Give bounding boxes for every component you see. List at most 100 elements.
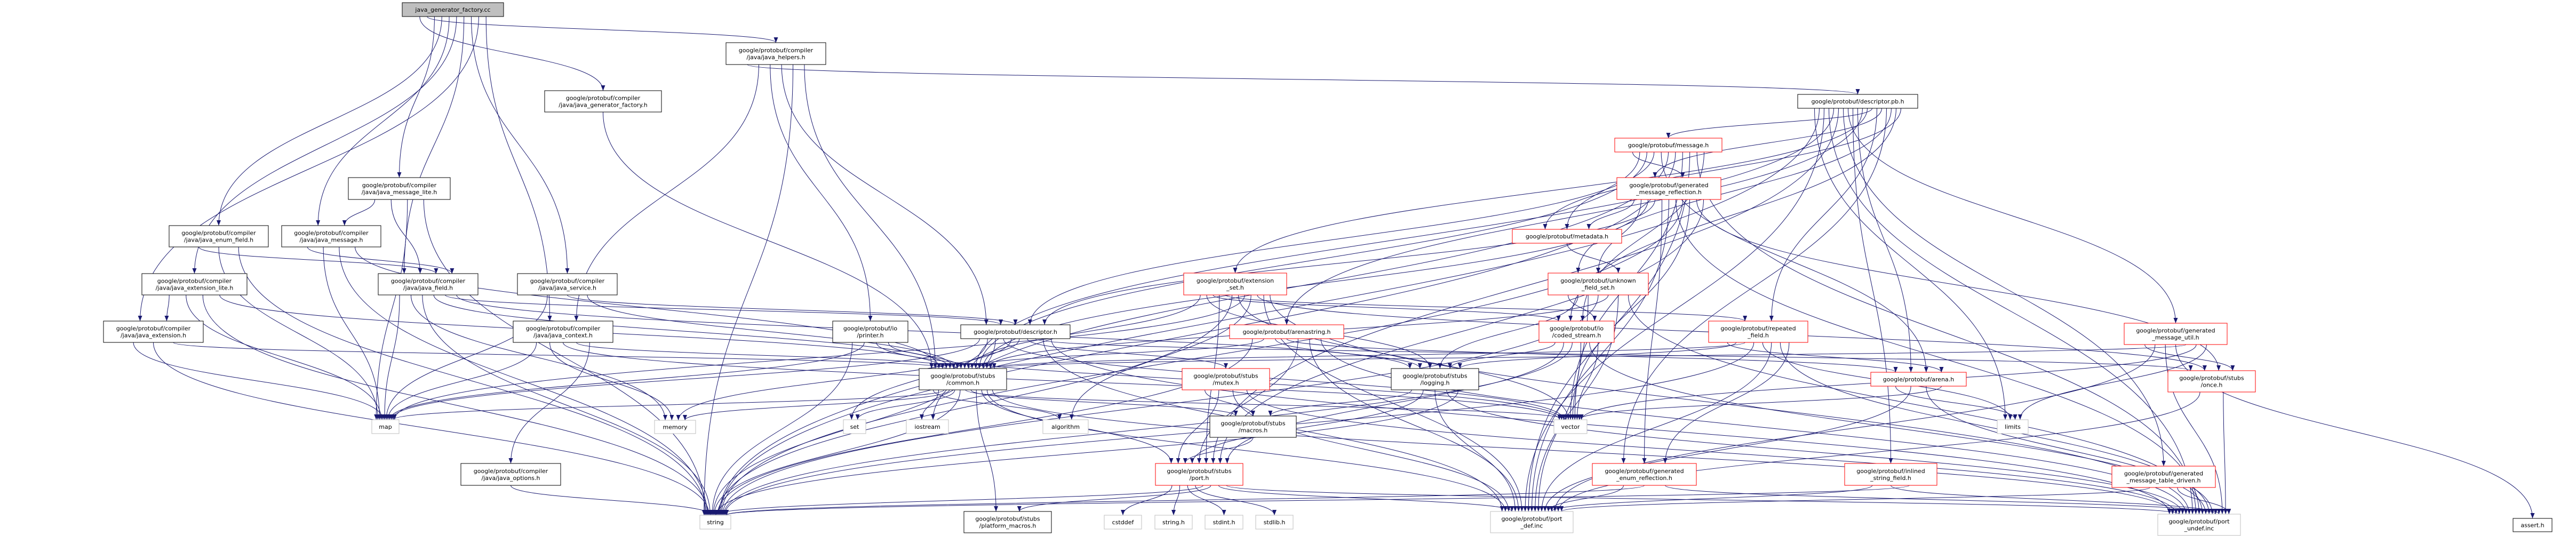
- edge-google-protobuf-stubs-mutex-h-to-google-protobuf-port-def-inc: [1232, 389, 1511, 512]
- node-google-protobuf-stubs-mutex-h[interactable]: google/protobuf/stubs/mutex.h: [1182, 368, 1270, 390]
- node-string: string: [699, 515, 731, 530]
- node-label: google/protobuf/metadata.h: [1526, 233, 1608, 240]
- edge-google-protobuf-generated-message-reflection-h-to-google-protobuf-stubs-once-h: [1696, 199, 2221, 371]
- edge-google-protobuf-generated-message-util-h-to-google-protobuf-port-def-inc: [1552, 344, 2156, 512]
- node-google-protobuf-metadata-h[interactable]: google/protobuf/metadata.h: [1512, 229, 1622, 244]
- edge-google-protobuf-inlined-string-field-h-to-google-protobuf-port-def-inc: [1549, 485, 1873, 512]
- edge-google-protobuf-io-printer-h-to-map: [387, 342, 865, 420]
- edge-google-protobuf-compiler-java-java-message-lite-h-to-google-protobuf-compiler-java-java-message-h: [342, 199, 376, 226]
- node-label: /java/java_context.h: [533, 332, 593, 339]
- edge-google-protobuf-descriptor-pb-h-to-google-protobuf-metadata-h: [1543, 108, 1901, 230]
- edge-google-protobuf-inlined-string-field-h-to-string: [725, 485, 1910, 516]
- edge-google-protobuf-io-printer-h-to-string: [710, 342, 853, 516]
- node-google-protobuf-compiler-java-java-helpers-h[interactable]: google/protobuf/compiler/java/java_helpe…: [725, 42, 826, 65]
- node-google-protobuf-descriptor-h[interactable]: google/protobuf/descriptor.h: [960, 324, 1071, 339]
- edge-google-protobuf-descriptor-h-to-memory: [676, 338, 1012, 421]
- node-google-protobuf-compiler-java-java-enum-field-h[interactable]: google/protobuf/compiler/java/java_enum_…: [169, 225, 269, 247]
- node-cstddef: cstddef: [1104, 515, 1142, 530]
- node-google-protobuf-generated-message-reflection-h[interactable]: google/protobuf/generated_message_reflec…: [1616, 177, 1721, 200]
- node-box: [348, 177, 451, 200]
- edge-google-protobuf-stubs-mutex-h-to-google-protobuf-stubs-port-h: [1176, 389, 1219, 464]
- node-box: [1255, 515, 1294, 530]
- edge-java-generator-factory-cc-to-google-protobuf-compiler-java-java-context-h: [485, 16, 552, 322]
- node-box: [544, 90, 662, 113]
- node-google-protobuf-generated-enum-reflection-h[interactable]: google/protobuf/generated_enum_reflectio…: [1592, 463, 1697, 486]
- node-box: [1592, 463, 1697, 486]
- node-label: stdint.h: [1213, 519, 1235, 526]
- edge-google-protobuf-compiler-java-java-message-h-to-google-protobuf-compiler-java-java-field-h: [307, 246, 454, 274]
- edge-google-protobuf-generated-message-table-driven-h-to-google-protobuf-port-undef-inc: [2177, 487, 2231, 515]
- edge-google-protobuf-message-h-to-string: [718, 151, 1676, 516]
- edge-google-protobuf-descriptor-pb-h-to-google-protobuf-inlined-string-field-h: [1853, 108, 1893, 464]
- node-google-protobuf-stubs-port-h[interactable]: google/protobuf/stubs/port.h: [1155, 463, 1243, 486]
- node-box: [513, 321, 613, 343]
- node-google-protobuf-arena-h[interactable]: google/protobuf/arena.h: [1870, 372, 1967, 387]
- node-box: [2167, 370, 2256, 393]
- node-label: /java/java_options.h: [482, 475, 540, 482]
- node-google-protobuf-stubs-once-h[interactable]: google/protobuf/stubs/once.h: [2167, 370, 2256, 393]
- node-google-protobuf-compiler-java-java-field-h[interactable]: google/protobuf/compiler/java/java_field…: [378, 273, 478, 295]
- node-google-protobuf-io-printer-h[interactable]: google/protobuf/io/printer.h: [832, 321, 908, 343]
- node-google-protobuf-compiler-java-java-generator-factory-h[interactable]: google/protobuf/compiler/java/java_gener…: [544, 90, 662, 113]
- node-google-protobuf-inlined-string-field-h[interactable]: google/protobuf/inlined_string_field.h: [1844, 463, 1937, 486]
- edge-google-protobuf-descriptor-h-to-map: [389, 338, 980, 420]
- node-google-protobuf-stubs-macros-h[interactable]: google/protobuf/stubs/macros.h: [1209, 415, 1297, 438]
- node-google-protobuf-extension-set-h[interactable]: google/protobuf/extension_set.h: [1183, 273, 1287, 295]
- node-iostream: iostream: [906, 419, 949, 434]
- node-label: /java/java_helpers.h: [746, 54, 805, 61]
- edge-google-protobuf-stubs-logging-h-to-google-protobuf-stubs-macros-h: [1268, 389, 1412, 417]
- edge-google-protobuf-arena-h-to-limits: [1895, 386, 2017, 420]
- edge-java-generator-factory-cc-to-google-protobuf-compiler-java-java-message-h: [316, 16, 450, 226]
- node-label: google/protobuf/generated: [1605, 468, 1684, 475]
- node-google-protobuf-compiler-java-java-message-h[interactable]: google/protobuf/compiler/java/java_messa…: [281, 225, 381, 247]
- node-label: google/protobuf/inlined: [1856, 468, 1925, 475]
- edge-google-protobuf-generated-message-util-h-to-google-protobuf-stubs-common-h: [992, 344, 2187, 369]
- edge-google-protobuf-compiler-java-java-message-lite-h-to-map: [374, 199, 408, 420]
- node-google-protobuf-stubs-common-h[interactable]: google/protobuf/stubs/common.h: [919, 368, 1007, 390]
- edge-google-protobuf-generated-message-util-h-to-google-protobuf-stubs-once-h: [2144, 344, 2235, 371]
- node-google-protobuf-stubs-logging-h[interactable]: google/protobuf/stubs/logging.h: [1391, 368, 1479, 390]
- node-google-protobuf-io-coded-stream-h[interactable]: google/protobuf/io/coded_stream.h: [1538, 321, 1615, 343]
- node-box: [1548, 273, 1649, 295]
- node-box: [103, 321, 204, 343]
- node-google-protobuf-compiler-java-java-service-h[interactable]: google/protobuf/compiler/java/java_servi…: [517, 273, 618, 295]
- edge-google-protobuf-arena-h-to-google-protobuf-port-undef-inc: [1926, 386, 2215, 515]
- node-google-protobuf-compiler-java-java-extension-lite-h[interactable]: google/protobuf/compiler/java/java_exten…: [141, 273, 248, 295]
- edge-google-protobuf-arenastring-h-to-string: [715, 338, 1253, 516]
- node-box: [654, 420, 696, 434]
- node-google-protobuf-compiler-java-java-message-lite-h[interactable]: google/protobuf/compiler/java/java_messa…: [348, 177, 451, 200]
- node-google-protobuf-repeated-field-h[interactable]: google/protobuf/repeated_field.h: [1708, 321, 1808, 343]
- node-google-protobuf-compiler-java-java-extension-h[interactable]: google/protobuf/compiler/java/java_exten…: [103, 321, 204, 343]
- edge-google-protobuf-compiler-java-java-helpers-h-to-string: [701, 64, 794, 516]
- edge-google-protobuf-repeated-field-h-to-google-protobuf-port-undef-inc: [1780, 342, 2212, 515]
- edge-google-protobuf-descriptor-pb-h-to-google-protobuf-arena-h: [1857, 108, 1913, 373]
- node-box: [832, 321, 908, 343]
- node-label: assert.h: [2521, 522, 2544, 529]
- node-google-protobuf-unknown-field-set-h[interactable]: google/protobuf/unknown_field_set.h: [1548, 273, 1649, 295]
- node-stdlib-h: stdlib.h: [1255, 515, 1294, 530]
- node-label: /java/java_service.h: [538, 285, 596, 292]
- node-google-protobuf-generated-message-util-h[interactable]: google/protobuf/generated_message_util.h: [2124, 323, 2228, 345]
- node-box: [960, 324, 1071, 339]
- edge-google-protobuf-compiler-java-java-helpers-h-to-google-protobuf-stubs-common-h: [804, 64, 938, 369]
- node-google-protobuf-port-def-inc: google/protobuf/port_def.inc: [1490, 511, 1574, 533]
- edge-google-protobuf-stubs-logging-h-to-string: [714, 389, 1459, 516]
- node-label: /platform_macros.h: [979, 523, 1036, 530]
- node-assert-h[interactable]: assert.h: [2513, 518, 2553, 532]
- node-google-protobuf-message-h[interactable]: google/protobuf/message.h: [1614, 138, 1722, 153]
- edge-google-protobuf-descriptor-pb-h-to-google-protobuf-port-def-inc: [1523, 108, 1824, 512]
- node-google-protobuf-compiler-java-java-context-h[interactable]: google/protobuf/compiler/java/java_conte…: [513, 321, 613, 343]
- edge-google-protobuf-stubs-once-h-to-google-protobuf-port-undef-inc: [2223, 391, 2228, 515]
- node-google-protobuf-generated-message-table-driven-h[interactable]: google/protobuf/generated_message_table_…: [2111, 466, 2216, 488]
- node-google-protobuf-arenastring-h[interactable]: google/protobuf/arenastring.h: [1229, 324, 1344, 339]
- node-google-protobuf-stubs-platform-macros-h[interactable]: google/protobuf/stubs/platform_macros.h: [963, 511, 1052, 533]
- edge-google-protobuf-compiler-java-java-message-h-to-string: [339, 246, 709, 516]
- node-google-protobuf-descriptor-pb-h[interactable]: google/protobuf/descriptor.pb.h: [1797, 94, 1918, 109]
- node-box: [2513, 518, 2553, 532]
- node-vector: vector: [1553, 419, 1588, 434]
- node-label: /java/java_generator_factory.h: [559, 102, 647, 109]
- node-google-protobuf-compiler-java-java-options-h[interactable]: google/protobuf/compiler/java/java_optio…: [460, 463, 561, 486]
- edge-google-protobuf-stubs-port-h-to-google-protobuf-port-undef-inc: [1226, 485, 2181, 515]
- edge-google-protobuf-compiler-java-java-field-h-to-map: [382, 294, 400, 420]
- node-label: google/protobuf/arenastring.h: [1242, 329, 1330, 335]
